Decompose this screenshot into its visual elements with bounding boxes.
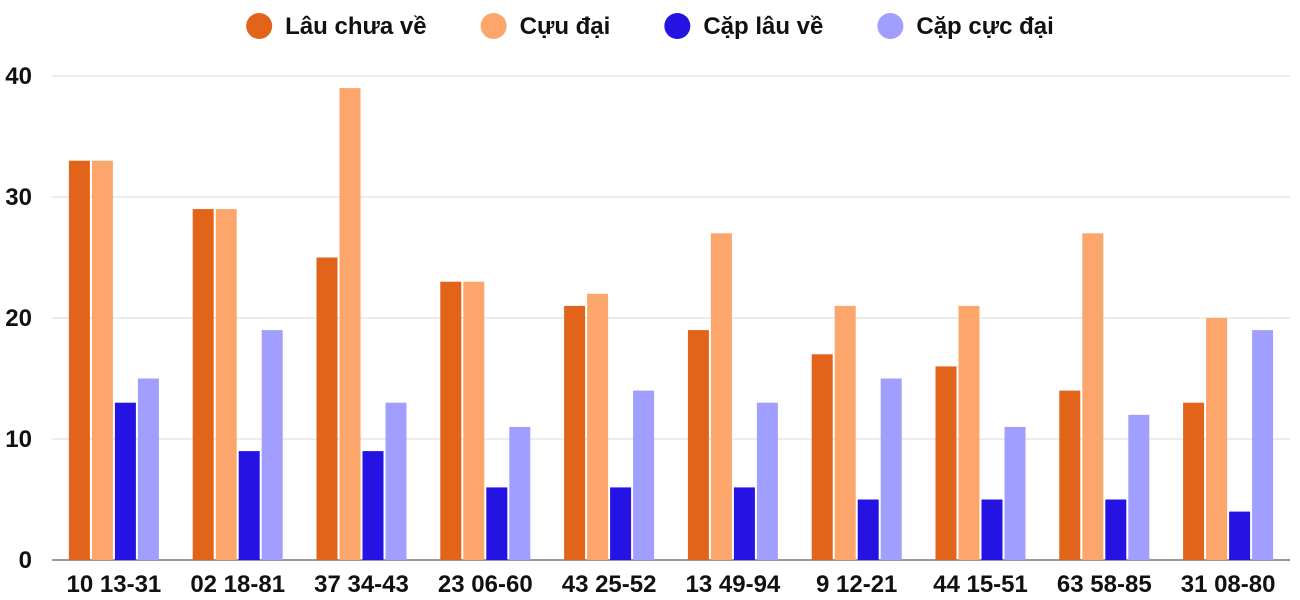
x-axis-ticks: 10 13-31 02 18-81 37 34-43 23 06-60 43 25-52… bbox=[67, 571, 1276, 598]
legend-label: Cặp lâu về bbox=[703, 13, 823, 40]
bar bbox=[362, 451, 384, 560]
y-tick-label: 20 bbox=[5, 305, 32, 332]
bar bbox=[261, 330, 283, 560]
bar bbox=[610, 487, 632, 560]
legend-item: Cặp lâu về bbox=[664, 13, 823, 40]
bar bbox=[1059, 390, 1081, 560]
bar bbox=[215, 209, 237, 560]
bar bbox=[238, 451, 260, 560]
legend-swatch bbox=[877, 13, 904, 39]
legend-label: Cựu đại bbox=[520, 13, 611, 40]
bar bbox=[687, 330, 709, 560]
x-tick-label: 63 58-85 bbox=[1057, 571, 1152, 598]
x-tick-label: 10 13-31 bbox=[67, 571, 162, 598]
x-tick-label: 9 12-21 bbox=[816, 571, 897, 598]
bar bbox=[114, 402, 136, 560]
bar bbox=[880, 378, 902, 560]
x-tick-label: 44 15-51 bbox=[933, 571, 1028, 598]
bar bbox=[958, 305, 980, 560]
legend-item: Cặp cực đại bbox=[877, 13, 1054, 40]
y-tick-label: 0 bbox=[19, 547, 32, 574]
bar bbox=[981, 499, 1003, 560]
bar bbox=[486, 487, 508, 560]
bar bbox=[1128, 414, 1150, 560]
bar bbox=[1082, 233, 1104, 561]
bars bbox=[68, 88, 1274, 561]
bar bbox=[834, 305, 856, 560]
bar bbox=[633, 390, 655, 560]
y-tick-label: 10 bbox=[5, 426, 32, 453]
bar bbox=[440, 281, 462, 560]
legend: Lâu chưa về Cựu đại Cặp lâu về Cặp cực đại bbox=[246, 13, 1054, 40]
x-tick-label: 02 18-81 bbox=[190, 571, 285, 598]
bar bbox=[68, 160, 90, 560]
bar bbox=[316, 257, 338, 560]
bar bbox=[857, 499, 879, 560]
bar bbox=[1206, 318, 1228, 560]
legend-item: Cựu đại bbox=[480, 13, 611, 40]
bar bbox=[733, 487, 755, 560]
bar bbox=[756, 402, 778, 560]
y-tick-label: 30 bbox=[5, 184, 32, 211]
bar bbox=[710, 233, 732, 561]
legend-swatch bbox=[664, 13, 691, 39]
x-tick-label: 13 49-94 bbox=[686, 571, 781, 598]
x-tick-label: 43 25-52 bbox=[562, 571, 657, 598]
x-tick-label: 31 08-80 bbox=[1181, 571, 1276, 598]
bar bbox=[587, 293, 609, 560]
legend-swatch bbox=[480, 13, 507, 39]
legend-label: Lâu chưa về bbox=[285, 13, 426, 40]
legend-label: Cặp cực đại bbox=[916, 13, 1053, 40]
bar bbox=[463, 281, 485, 560]
bar bbox=[1229, 511, 1251, 560]
bar bbox=[1252, 330, 1274, 560]
bar bbox=[192, 209, 214, 560]
bar bbox=[509, 426, 531, 560]
legend-swatch bbox=[246, 13, 273, 39]
bar bbox=[91, 160, 113, 560]
y-axis-ticks: 0 10 20 30 40 bbox=[5, 63, 32, 574]
x-tick-label: 37 34-43 bbox=[314, 571, 409, 598]
bar bbox=[564, 305, 586, 560]
y-tick-label: 40 bbox=[5, 63, 32, 90]
bar bbox=[339, 88, 361, 560]
legend-item: Lâu chưa về bbox=[246, 13, 427, 40]
gridlines bbox=[52, 75, 1290, 561]
bar bbox=[811, 354, 833, 560]
bar bbox=[137, 378, 159, 560]
x-tick-label: 23 06-60 bbox=[438, 571, 533, 598]
bar bbox=[1004, 426, 1026, 560]
bar bbox=[935, 366, 957, 560]
bar bbox=[1183, 402, 1205, 560]
bar bbox=[385, 402, 407, 560]
bar bbox=[1105, 499, 1127, 560]
